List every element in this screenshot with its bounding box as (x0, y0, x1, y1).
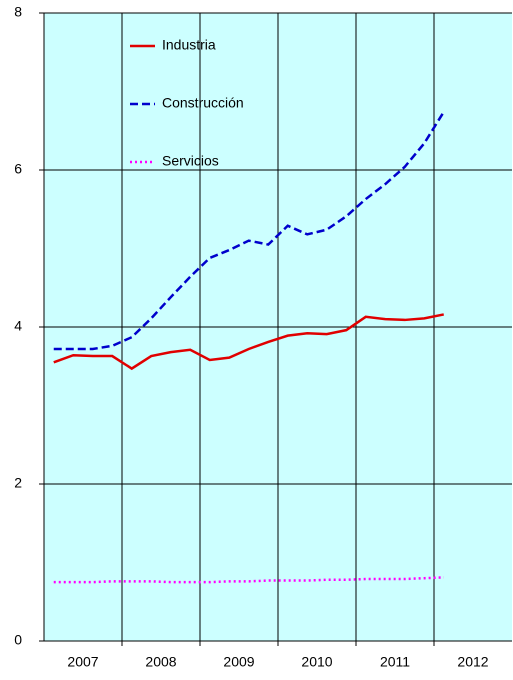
y-tick-label: 6 (14, 161, 22, 177)
y-tick-label: 4 (14, 318, 22, 334)
series-line (53, 111, 445, 351)
series-line (53, 576, 444, 584)
x-tick-label: 2007 (67, 654, 98, 670)
y-tick-label: 8 (14, 4, 22, 20)
y-tick-label: 0 (14, 632, 22, 648)
y-tick-label: 2 (14, 475, 22, 491)
legend-label: Servicios (162, 153, 219, 169)
x-tick-label: 2011 (380, 654, 410, 670)
x-tick-label: 2009 (223, 654, 254, 670)
legend-label: Industria (162, 37, 216, 53)
legend-label: Construcción (162, 95, 244, 111)
x-tick-label: 2008 (145, 654, 176, 670)
x-tick-label: 2010 (301, 654, 332, 670)
x-tick-label: 2012 (457, 654, 488, 670)
series-line (53, 313, 444, 371)
